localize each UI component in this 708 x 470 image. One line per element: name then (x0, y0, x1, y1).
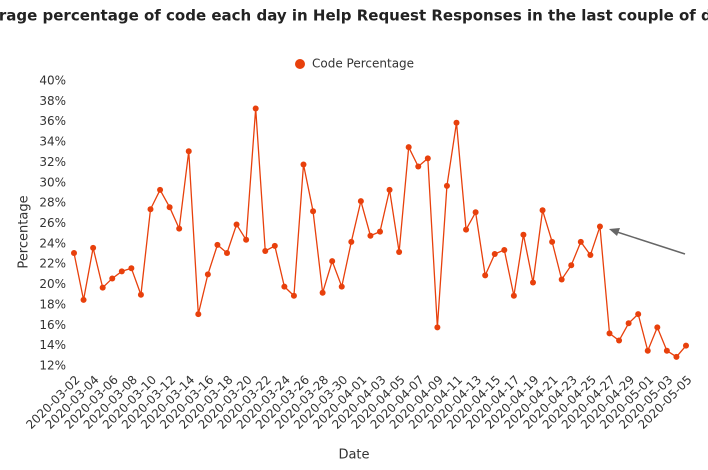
annotation-arrow (609, 228, 686, 255)
point (157, 186, 164, 193)
point (424, 155, 431, 162)
point (396, 249, 403, 255)
y-axis-label: Percentage (17, 195, 32, 268)
point (510, 292, 517, 299)
point (252, 105, 259, 112)
point (233, 221, 240, 228)
y-tick-label: 32% (39, 155, 66, 169)
y-tick-label: 22% (39, 257, 66, 271)
point (338, 283, 345, 290)
point (300, 161, 307, 168)
point (501, 246, 508, 253)
point (310, 208, 317, 215)
point (472, 209, 479, 216)
point (348, 238, 355, 245)
point (530, 279, 536, 286)
point (329, 258, 336, 265)
point (491, 251, 498, 258)
point (281, 283, 288, 290)
point (99, 284, 106, 291)
point (520, 231, 527, 238)
y-tick-label: 28% (39, 196, 66, 210)
point (415, 163, 422, 170)
point (319, 289, 326, 296)
y-tick-label: 24% (39, 236, 66, 250)
point (539, 207, 546, 214)
arrow-line (613, 230, 686, 255)
y-tick-label: 30% (39, 175, 66, 189)
x-axis-label: Date (338, 448, 369, 463)
point (683, 342, 689, 349)
point (625, 320, 632, 327)
y-tick-label: 16% (39, 318, 66, 332)
y-tick-label: 12% (39, 359, 66, 373)
point (195, 311, 202, 318)
point (367, 232, 374, 239)
point (90, 244, 97, 251)
point (443, 182, 450, 189)
y-tick-label: 40% (39, 74, 66, 88)
point (166, 204, 173, 211)
y-tick-label: 26% (39, 216, 66, 230)
point (673, 353, 680, 360)
legend-label: Code Percentage (312, 57, 414, 71)
point (577, 238, 584, 245)
point (663, 347, 670, 354)
chart-title: Average percentage of code each day in H… (0, 7, 708, 25)
y-tick-label: 14% (39, 338, 66, 352)
point (405, 144, 412, 151)
point (596, 223, 603, 230)
point (71, 250, 77, 257)
point (644, 347, 651, 354)
legend-marker (295, 59, 305, 69)
point (176, 225, 183, 232)
point (224, 250, 230, 257)
point (262, 247, 269, 254)
point (243, 236, 250, 243)
point (214, 241, 221, 248)
point (549, 238, 556, 245)
point (290, 292, 297, 299)
y-tick-label: 34% (39, 135, 66, 149)
y-tick-label: 38% (39, 94, 66, 108)
point (606, 330, 613, 337)
y-tick-label: 20% (39, 277, 66, 291)
point (463, 226, 470, 233)
point (654, 324, 661, 331)
point (357, 198, 364, 205)
point (568, 262, 575, 269)
point (587, 252, 594, 259)
arrow-head (609, 228, 620, 236)
y-tick-label: 18% (39, 297, 66, 311)
point (204, 271, 211, 278)
point (377, 228, 383, 235)
point (558, 276, 565, 283)
point (109, 275, 116, 282)
y-tick-label: 36% (39, 114, 66, 128)
point (185, 148, 192, 155)
point (80, 296, 87, 303)
point (128, 265, 135, 272)
point (271, 242, 278, 249)
point (616, 337, 623, 344)
point (453, 119, 460, 126)
point (482, 272, 489, 279)
point (635, 311, 642, 318)
point (386, 186, 393, 193)
point (147, 206, 154, 213)
point (118, 268, 125, 275)
point (434, 324, 441, 331)
point (137, 291, 144, 298)
